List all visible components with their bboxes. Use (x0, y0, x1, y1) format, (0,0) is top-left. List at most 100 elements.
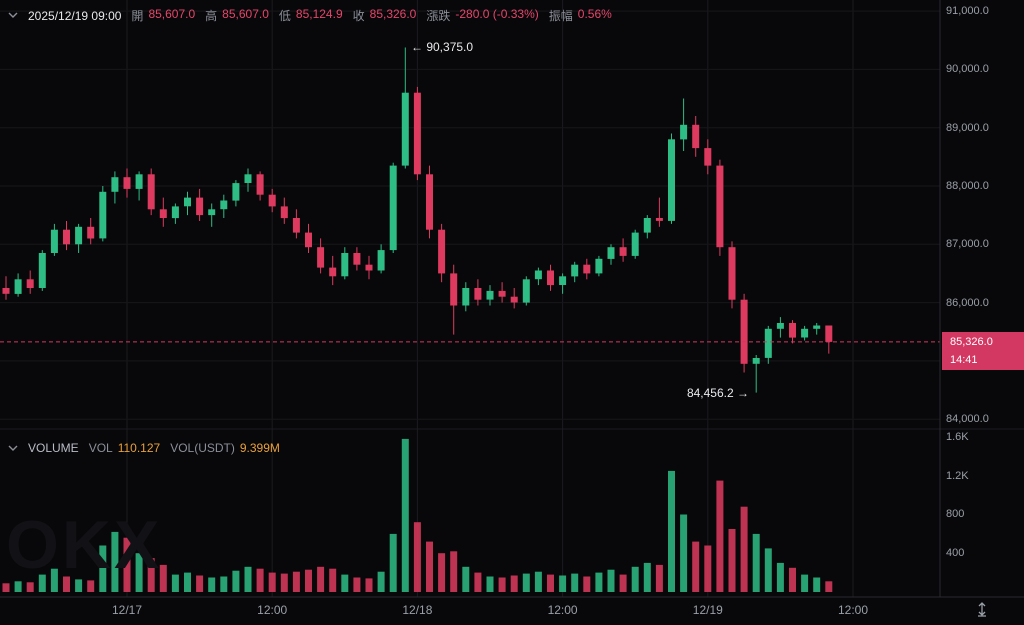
volume-bar[interactable] (244, 566, 252, 592)
volume-bar[interactable] (341, 574, 349, 592)
volume-bar[interactable] (619, 574, 627, 592)
candle-body[interactable] (353, 253, 361, 265)
candle-body[interactable] (111, 177, 119, 192)
candle-body[interactable] (607, 247, 615, 259)
candle-body[interactable] (522, 279, 530, 303)
time-axis[interactable]: 12/17 12:00 12/18 12:00 12/19 12:00 (0, 599, 944, 625)
candle-body[interactable] (50, 229, 58, 253)
candle-body[interactable] (292, 218, 300, 233)
candle-body[interactable] (256, 174, 264, 195)
candle-body[interactable] (752, 358, 760, 364)
candle-body[interactable] (196, 197, 204, 216)
candle-body[interactable] (2, 288, 10, 294)
volume-bar[interactable] (764, 548, 772, 592)
volume-bar[interactable] (38, 574, 46, 592)
candle-body[interactable] (801, 328, 809, 338)
candle-body[interactable] (413, 92, 421, 175)
candle-body[interactable] (668, 139, 675, 221)
volume-bar[interactable] (389, 533, 397, 592)
candle-body[interactable] (789, 323, 796, 338)
volume-bar[interactable] (184, 572, 191, 592)
candle-body[interactable] (631, 232, 639, 256)
volume-bar[interactable] (631, 566, 639, 592)
volume-bar[interactable] (728, 529, 736, 592)
volume-bar[interactable] (522, 573, 530, 592)
volume-bar[interactable] (534, 571, 542, 592)
volume-bar[interactable] (413, 522, 421, 592)
candle-body[interactable] (75, 226, 83, 245)
candle-body[interactable] (147, 174, 155, 210)
candle-body[interactable] (474, 288, 482, 300)
volume-bar[interactable] (668, 470, 675, 592)
candle-body[interactable] (813, 325, 821, 329)
price-scale-adjust-icon[interactable] (973, 601, 991, 624)
candle-body[interactable] (571, 264, 579, 277)
volume-bar[interactable] (643, 562, 651, 592)
volume-bar[interactable] (547, 574, 554, 592)
volume-bar[interactable] (123, 537, 131, 592)
candle-body[interactable] (764, 328, 772, 358)
volume-bar[interactable] (450, 551, 458, 592)
volume-bar[interactable] (583, 576, 591, 593)
volume-bar[interactable] (486, 576, 494, 593)
volume-bar[interactable] (305, 569, 312, 592)
volume-bar[interactable] (196, 575, 204, 593)
candle-body[interactable] (329, 267, 337, 277)
candle-body[interactable] (740, 299, 748, 364)
candle-body[interactable] (341, 253, 349, 277)
volume-bar[interactable] (50, 568, 58, 592)
candle-body[interactable] (14, 279, 22, 294)
volume-bar[interactable] (256, 568, 264, 592)
candle-body[interactable] (595, 258, 603, 274)
candle-body[interactable] (619, 247, 627, 256)
volume-bar[interactable] (87, 580, 95, 592)
volume-bar[interactable] (14, 581, 22, 592)
candle-body[interactable] (389, 165, 397, 251)
volume-bar[interactable] (232, 570, 240, 592)
volume-bar[interactable] (692, 541, 700, 592)
volume-bar[interactable] (329, 568, 337, 592)
volume-bar[interactable] (789, 567, 796, 592)
candle-body[interactable] (38, 253, 46, 288)
volume-bar[interactable] (776, 562, 784, 592)
volume-bar[interactable] (63, 576, 70, 593)
candle-body[interactable] (547, 270, 554, 286)
chevron-down-icon[interactable] (8, 445, 18, 452)
volume-bar[interactable] (438, 553, 446, 592)
candle-body[interactable] (643, 218, 651, 233)
volume-bar[interactable] (510, 575, 518, 593)
candle-body[interactable] (280, 206, 288, 219)
candle-body[interactable] (510, 296, 518, 303)
volume-bar[interactable] (280, 573, 288, 592)
volume-bar[interactable] (813, 577, 821, 593)
volume-bar[interactable] (752, 533, 760, 592)
candle-body[interactable] (123, 177, 131, 189)
candle-body[interactable] (583, 264, 591, 274)
volume-bar[interactable] (99, 545, 107, 593)
volume-bar[interactable] (220, 576, 228, 593)
candle-body[interactable] (377, 250, 385, 271)
candle-body[interactable] (704, 148, 712, 166)
volume-bar[interactable] (740, 506, 748, 592)
price-axis[interactable]: 91,000.0 90,000.0 89,000.0 88,000.0 87,000.0… (944, 0, 1024, 597)
candle-body[interactable] (728, 247, 736, 300)
volume-bar[interactable] (292, 571, 300, 592)
candle-body[interactable] (268, 194, 276, 207)
volume-bar[interactable] (595, 572, 603, 592)
candle-body[interactable] (450, 273, 458, 306)
volume-bar[interactable] (474, 572, 482, 592)
candle-body[interactable] (534, 270, 542, 280)
candle-body[interactable] (305, 232, 312, 248)
volume-bar[interactable] (825, 581, 833, 592)
candle-body[interactable] (87, 226, 95, 239)
volume-bar[interactable] (716, 480, 724, 592)
candle-body[interactable] (655, 218, 663, 221)
volume-bar[interactable] (268, 572, 276, 592)
candle-body[interactable] (498, 290, 506, 297)
volume-bar[interactable] (426, 541, 433, 592)
volume-bar[interactable] (353, 577, 361, 593)
candle-body[interactable] (244, 174, 252, 183)
candle-body[interactable] (317, 247, 325, 268)
candle-body[interactable] (171, 206, 179, 219)
